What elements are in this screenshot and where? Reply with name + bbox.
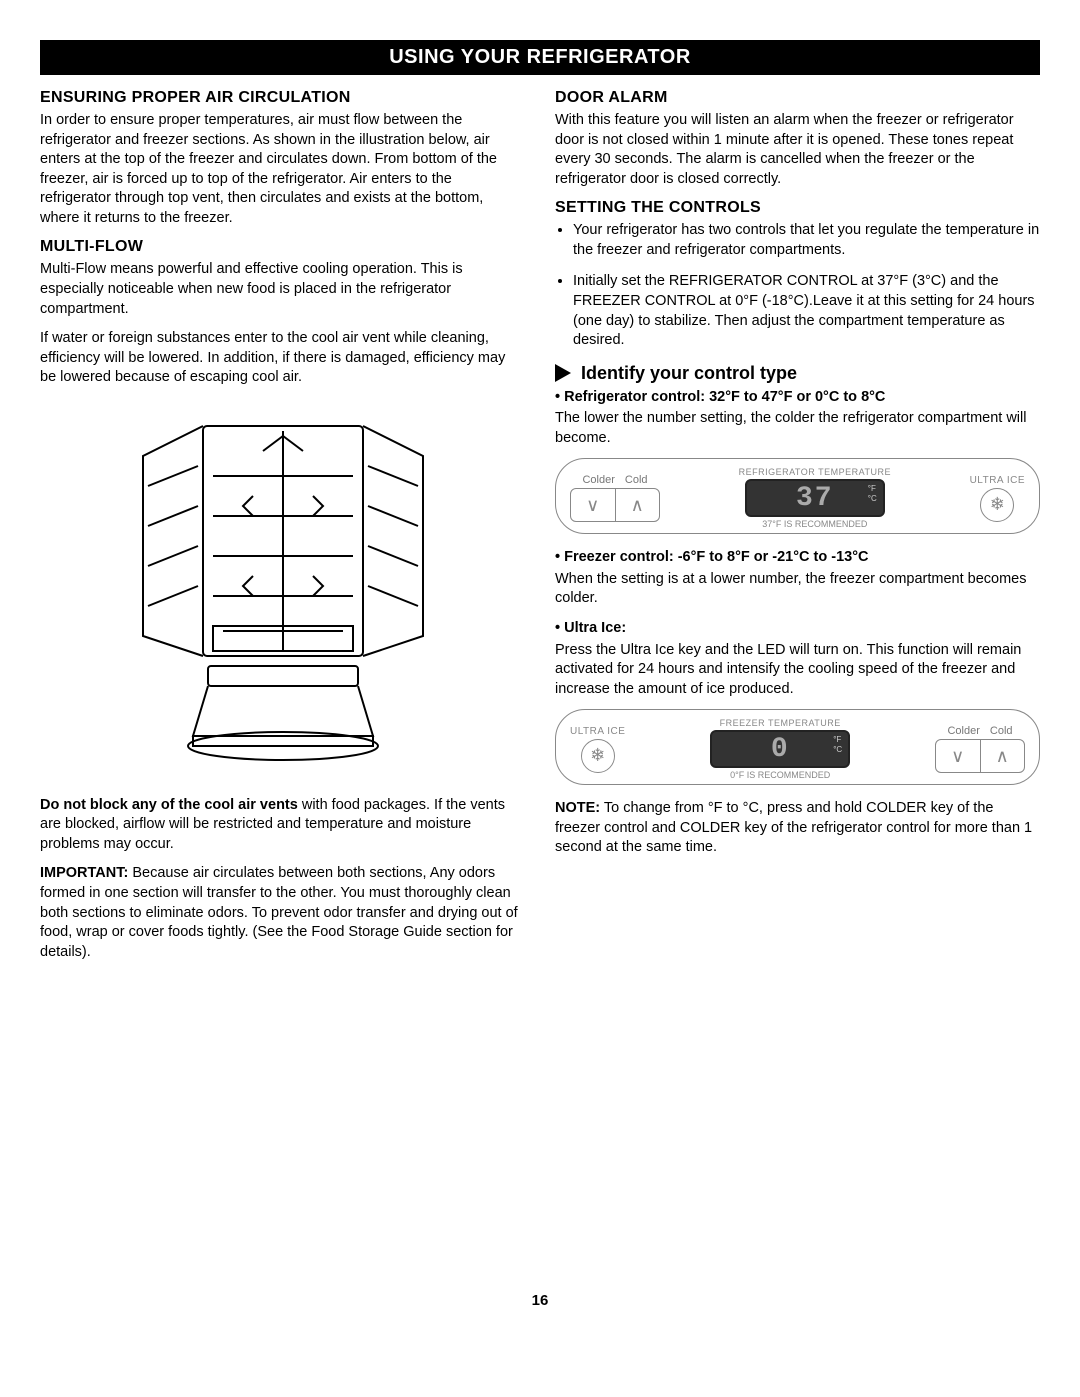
display-label-top-2: FREEZER TEMPERATURE xyxy=(720,718,841,728)
label-colder-2: Colder xyxy=(947,725,979,737)
heading-identify: Identify your control type xyxy=(581,363,797,384)
heading-door-alarm: DOOR ALARM xyxy=(555,89,1040,107)
freezer-control-panel: ULTRA ICE ❄ FREEZER TEMPERATURE 0 °F °C … xyxy=(555,709,1040,785)
page-number: 16 xyxy=(40,1292,1040,1309)
ultra-ice-label: ULTRA ICE xyxy=(970,475,1025,486)
temp-adjust-buttons[interactable]: ∨ ∧ xyxy=(570,488,660,522)
right-column: DOOR ALARM With this feature you will li… xyxy=(555,89,1040,972)
display-label-top: REFRIGERATOR TEMPERATURE xyxy=(739,467,891,477)
label-cold-2: Cold xyxy=(990,725,1013,737)
ultra-ice-button[interactable]: ❄ xyxy=(980,488,1014,522)
temp-value-2: 0 xyxy=(771,734,790,765)
para-multiflow-1: Multi-Flow means powerful and effective … xyxy=(40,260,525,319)
controls-bullet-2: Initially set the REFRIGERATOR CONTROL a… xyxy=(573,272,1040,350)
heading-setting-controls: SETTING THE CONTROLS xyxy=(555,199,1040,217)
unit-c-2: °C xyxy=(833,745,842,755)
heading-multiflow: MULTI-FLOW xyxy=(40,238,525,256)
bold-do-not-block: Do not block any of the cool air vents xyxy=(40,797,298,813)
heading-air-circulation: ENSURING PROPER AIR CIRCULATION xyxy=(40,89,525,107)
triangle-icon xyxy=(555,364,571,382)
warmer-button[interactable]: ∧ xyxy=(616,489,660,521)
para-vents-warning: Do not block any of the cool air vents w… xyxy=(40,796,525,855)
unit-f-2: °F xyxy=(833,735,842,745)
ultra-ice-button-2[interactable]: ❄ xyxy=(581,739,615,773)
unit-c: °C xyxy=(868,494,877,504)
para-air-circulation: In order to ensure proper temperatures, … xyxy=(40,111,525,228)
controls-bullet-list: Your refrigerator has two controls that … xyxy=(555,221,1040,350)
fridge-airflow-diagram xyxy=(93,406,473,776)
display-label-bottom: 37°F IS RECOMMENDED xyxy=(762,519,867,529)
warmer-button-2[interactable]: ∧ xyxy=(981,740,1025,772)
colder-button-2[interactable]: ∨ xyxy=(936,740,981,772)
left-column: ENSURING PROPER AIR CIRCULATION In order… xyxy=(40,89,525,972)
para-note: NOTE: To change from °F to °C, press and… xyxy=(555,799,1040,858)
ultra-ice-label-2: ULTRA ICE xyxy=(570,726,625,737)
para-door-alarm: With this feature you will listen an ala… xyxy=(555,111,1040,189)
label-colder: Colder xyxy=(582,474,614,486)
para-multiflow-2: If water or foreign substances enter to … xyxy=(40,329,525,388)
temp-value: 37 xyxy=(796,483,834,514)
page-title-bar: USING YOUR REFRIGERATOR xyxy=(40,40,1040,75)
ultra-ice-body: Press the Ultra Ice key and the LED will… xyxy=(555,641,1040,700)
temp-display: 37 °F °C xyxy=(745,479,885,517)
temp-adjust-buttons-2[interactable]: ∨ ∧ xyxy=(935,739,1025,773)
colder-button[interactable]: ∨ xyxy=(571,489,616,521)
para-note-rest: To change from °F to °C, press and hold … xyxy=(555,800,1032,855)
refrig-control-body: The lower the number setting, the colder… xyxy=(555,409,1040,448)
para-important: IMPORTANT: Because air circulates betwee… xyxy=(40,864,525,962)
bold-note: NOTE: xyxy=(555,800,600,816)
ultra-ice-heading: • Ultra Ice: xyxy=(555,619,1040,639)
freezer-control-body: When the setting is at a lower number, t… xyxy=(555,570,1040,609)
controls-bullet-1: Your refrigerator has two controls that … xyxy=(573,221,1040,260)
freezer-control-heading: • Freezer control: -6°F to 8°F or -21°C … xyxy=(555,548,1040,568)
bold-important: IMPORTANT: xyxy=(40,865,128,881)
refrig-control-heading: • Refrigerator control: 32°F to 47°F or … xyxy=(555,388,1040,408)
temp-display-2: 0 °F °C xyxy=(710,730,850,768)
unit-f: °F xyxy=(868,484,877,494)
refrigerator-control-panel: Colder Cold ∨ ∧ REFRIGERATOR TEMPERATURE… xyxy=(555,458,1040,534)
display-label-bottom-2: 0°F IS RECOMMENDED xyxy=(730,770,830,780)
label-cold: Cold xyxy=(625,474,648,486)
